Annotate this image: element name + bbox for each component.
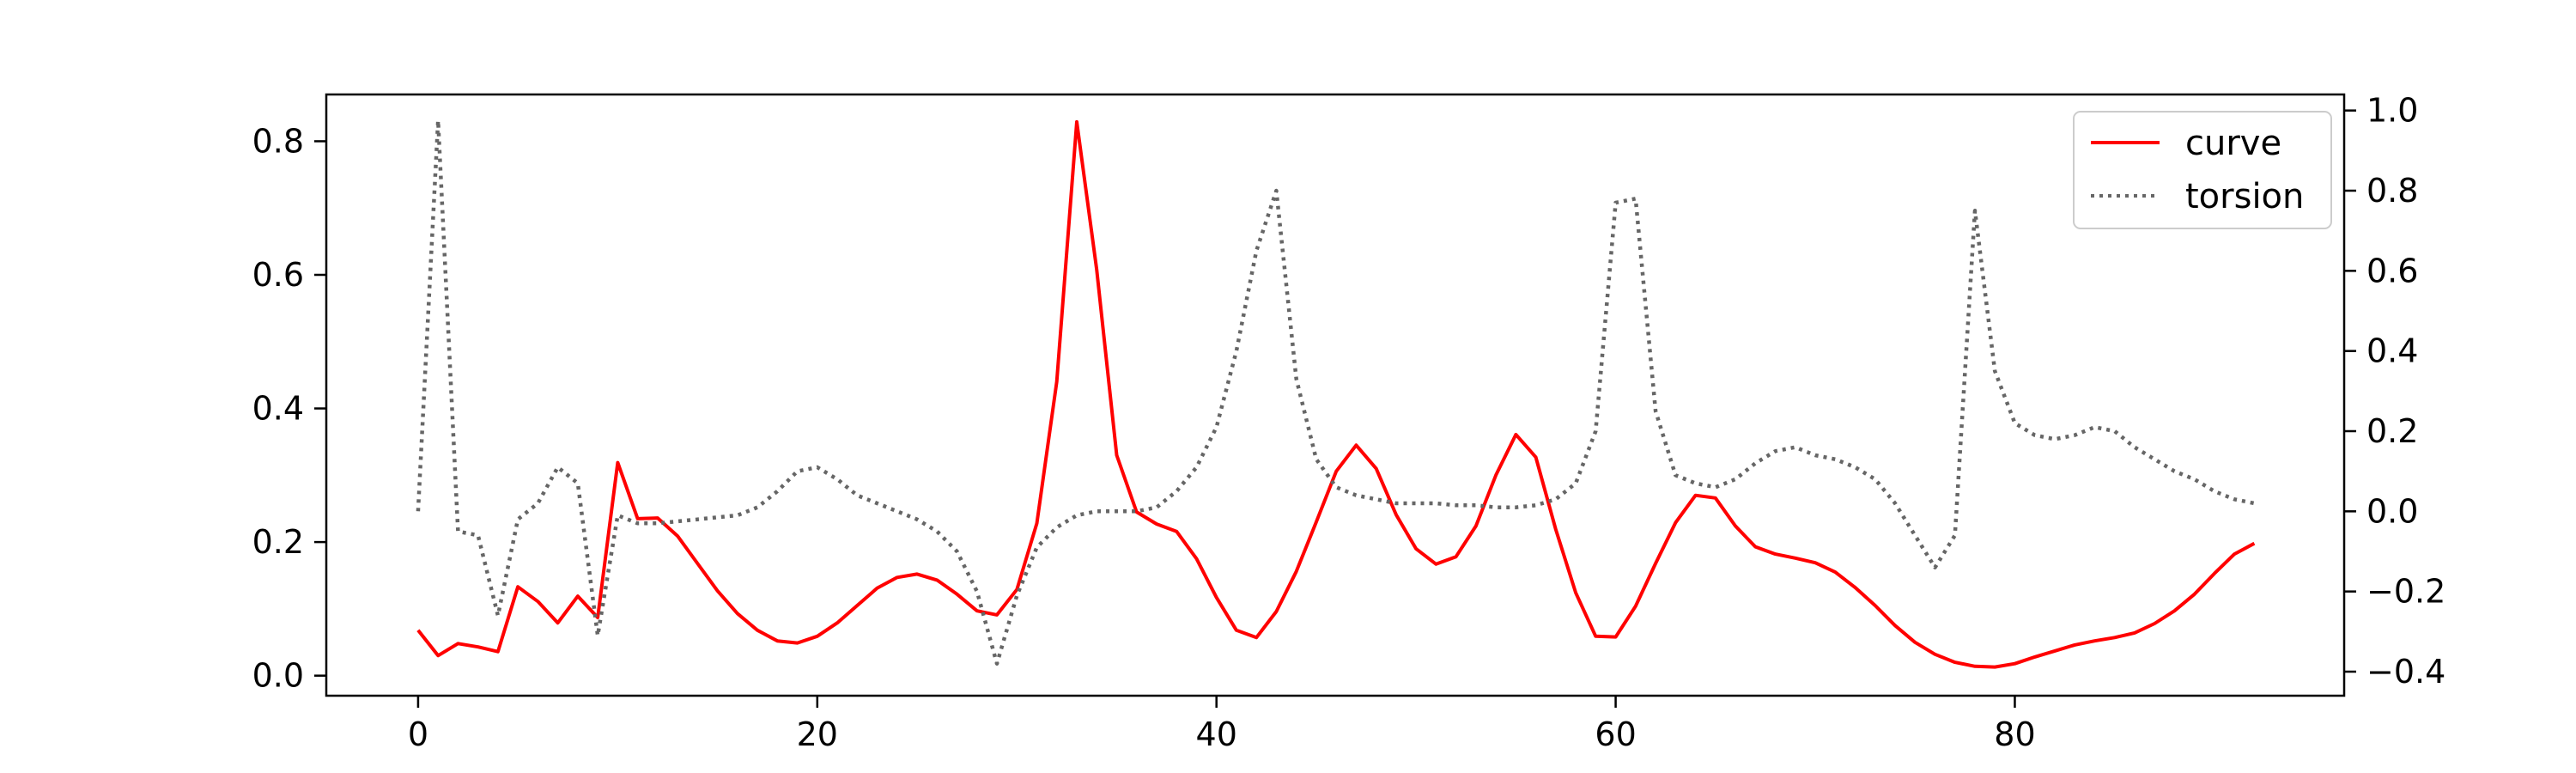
y2-tick-label: 0.4	[2366, 332, 2418, 370]
y-tick-label: 0.8	[252, 122, 304, 160]
y2-tick-label: 1.0	[2366, 92, 2418, 130]
y-tick-label: 0.2	[252, 523, 304, 561]
y2-tick-label: −0.4	[2366, 653, 2445, 691]
y-tick-label: 0.6	[252, 256, 304, 294]
y2-tick-label: 0.6	[2366, 252, 2418, 289]
legend-label-torsion: torsion	[2185, 177, 2304, 216]
x-tick-label: 80	[1994, 715, 2035, 753]
y2-tick-label: 0.2	[2366, 412, 2418, 450]
series-line-torsion	[416, 119, 2255, 666]
y2-tick-label: 0.8	[2366, 172, 2418, 210]
y-tick-label: 0.4	[252, 390, 304, 428]
plot-frame	[325, 93, 2346, 697]
y2-tick-label: 0.0	[2366, 492, 2418, 530]
x-tick-label: 40	[1196, 715, 1237, 753]
y-tick-label: 0.0	[252, 657, 304, 695]
y2-tick-label: −0.2	[2366, 573, 2445, 611]
legend-label-curve: curve	[2185, 124, 2281, 163]
x-tick-label: 60	[1595, 715, 1636, 753]
x-tick-label: 0	[408, 715, 428, 753]
x-tick-label: 20	[797, 715, 838, 753]
series-line-curve	[416, 119, 2256, 669]
series-layer	[416, 119, 2256, 669]
legend: curve torsion	[2073, 111, 2332, 229]
ticks-layer: 0 20 40 60 80 0.0 0.2 0.4 0.6 0.8 −0.4 −0.2 0.0 0.2 0.…	[252, 92, 2446, 753]
